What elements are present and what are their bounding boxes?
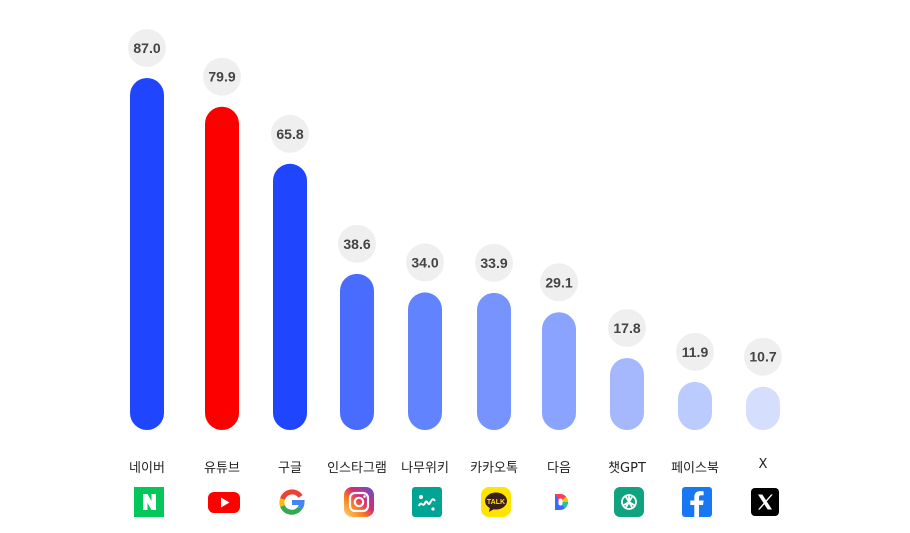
value-label: 34.0: [411, 254, 438, 270]
category-label: 네이버: [129, 461, 165, 476]
bar: [678, 381, 712, 430]
value-bubble: [676, 332, 714, 371]
category-label: 구글: [278, 461, 302, 476]
value-label: 11.9: [682, 344, 709, 360]
bar: [542, 312, 576, 430]
bar: [340, 273, 374, 430]
value-label: 38.6: [343, 236, 370, 252]
x-icon: [749, 486, 781, 518]
value-bubble: [475, 243, 513, 282]
bar: [408, 292, 442, 430]
value-label: 79.9: [208, 69, 235, 85]
bar: [746, 386, 780, 430]
daum-icon: [545, 486, 577, 518]
bar: [205, 106, 239, 430]
category-label: 다음: [547, 461, 571, 476]
bar: [130, 78, 164, 430]
value-label: 33.9: [480, 255, 507, 271]
value-bubble: [271, 114, 309, 153]
value-bubble: [608, 308, 646, 347]
category-label: 나무위키: [401, 461, 449, 476]
category-label: 카카오톡: [470, 461, 518, 476]
value-label: 10.7: [749, 349, 776, 365]
chatgpt-icon: [613, 486, 645, 518]
facebook-icon: [681, 486, 713, 518]
value-bubble: [128, 29, 166, 67]
google-icon: [276, 486, 308, 518]
category-label: 인스타그램: [327, 461, 387, 476]
category-label: 페이스북: [671, 461, 719, 476]
value-label: 87.0: [133, 40, 160, 56]
value-bubble: [540, 263, 578, 302]
value-bubble: [406, 243, 444, 282]
category-label: 유튜브: [204, 461, 240, 476]
namuwiki-icon: [411, 486, 443, 518]
youtube-icon: [208, 486, 240, 518]
naver-icon: [133, 486, 165, 518]
bar: [273, 163, 307, 430]
instagram-icon: [343, 486, 375, 518]
category-label: X: [758, 457, 768, 472]
value-label: 17.8: [613, 320, 640, 336]
value-label: 29.1: [545, 274, 572, 290]
bar: [610, 357, 644, 430]
value-bubble: [203, 57, 241, 96]
value-bubble: [338, 224, 376, 263]
kakaotalk-icon: TALK: [480, 486, 512, 518]
value-label: 65.8: [276, 126, 303, 142]
value-bubble: [744, 337, 782, 376]
svg-text:TALK: TALK: [487, 499, 505, 506]
bar: [477, 292, 511, 430]
category-label: 챗GPT: [608, 461, 646, 476]
